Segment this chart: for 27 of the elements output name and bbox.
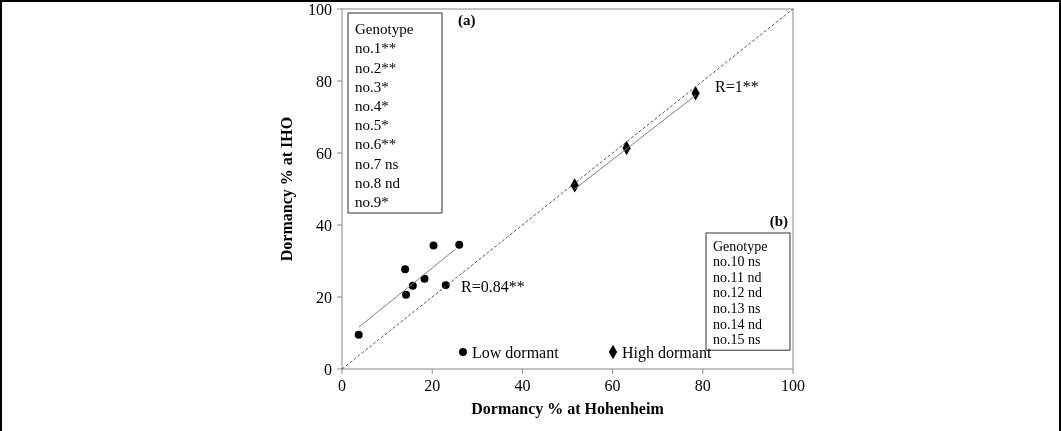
y-tick-label: 20	[316, 288, 332, 306]
y-tick-label: 100	[308, 0, 332, 18]
x-tick-label: 80	[694, 377, 711, 394]
x-tick-label: 0	[338, 377, 346, 394]
x-tick-label: 60	[604, 377, 621, 394]
annotation: R=1**	[715, 78, 759, 95]
x-axis-title: Dormancy % at Hohenheim	[471, 400, 665, 418]
point	[402, 290, 411, 299]
point	[455, 240, 464, 249]
y-tick-label: 80	[316, 72, 332, 90]
annotation: R=0.84**	[461, 278, 525, 295]
legend-label: Low dormant	[472, 343, 560, 361]
y-tick-label: 40	[316, 216, 332, 234]
y-axis-title: Dormancy % at IHO	[278, 116, 296, 262]
y-tick-label: 0	[324, 360, 332, 378]
x-tick-label: 20	[424, 377, 441, 394]
annotation: (b)	[769, 213, 788, 230]
y-tick-label: 60	[316, 144, 332, 162]
x-tick-label: 100	[781, 377, 805, 394]
point	[401, 265, 410, 274]
annotation: Genotype no.10 ns no.11 nd no.12 nd no.13 ns no.14 nd no.15 ns	[713, 238, 768, 348]
legend-label: High dormant	[622, 343, 712, 362]
point	[429, 241, 438, 250]
annotation: (a)	[458, 12, 476, 29]
point	[354, 330, 363, 339]
x-tick-label: 40	[514, 377, 531, 394]
text: Genotype no.1** no.2** no.3* no.4* no.5* no.6** no.7 ns no.8 nd no.9*	[355, 21, 414, 210]
